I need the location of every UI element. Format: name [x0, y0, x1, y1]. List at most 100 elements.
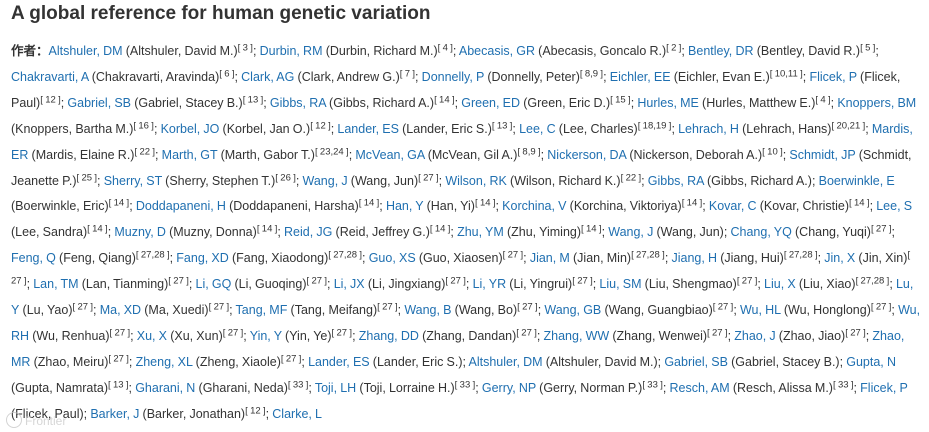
- affiliation-ref[interactable]: [ 27 ]: [208, 301, 230, 313]
- author-link[interactable]: Sherry, ST: [103, 173, 162, 188]
- affiliation-ref[interactable]: [ 27,28 ]: [631, 249, 665, 261]
- author-link[interactable]: Reid, JG: [284, 225, 333, 240]
- author-link[interactable]: Li, JX: [333, 277, 365, 292]
- affiliation-ref[interactable]: [ 7 ]: [399, 68, 416, 80]
- affiliation-ref[interactable]: [ 2 ]: [666, 42, 682, 54]
- author-link[interactable]: Hurles, ME: [637, 95, 699, 110]
- affiliation-ref[interactable]: [ 14 ]: [434, 94, 455, 106]
- author-link[interactable]: Lan, TM: [33, 277, 79, 292]
- author-link[interactable]: Zhao, MR: [11, 328, 905, 369]
- author-link[interactable]: Fang, XD: [176, 251, 229, 266]
- affiliation-ref[interactable]: [ 12 ]: [310, 120, 331, 132]
- affiliation-ref[interactable]: [ 12 ]: [40, 94, 61, 106]
- author-link[interactable]: Wu, RH: [11, 303, 921, 343]
- author-link[interactable]: Li, GQ: [195, 277, 232, 292]
- affiliation-ref[interactable]: [ 14 ]: [429, 224, 451, 236]
- affiliation-ref[interactable]: [ 14 ]: [849, 198, 870, 210]
- author-link[interactable]: Kovar, C: [708, 199, 757, 214]
- author-link[interactable]: Jiang, H: [671, 251, 718, 266]
- affiliation-ref[interactable]: [ 27 ]: [418, 172, 439, 184]
- author-link[interactable]: Lander, ES: [308, 354, 370, 369]
- author-link[interactable]: Abecasis, GR: [458, 44, 535, 58]
- affiliation-ref[interactable]: [ 25 ]: [76, 172, 98, 184]
- affiliation-ref[interactable]: [ 15 ]: [610, 94, 631, 106]
- affiliation-ref[interactable]: [ 22 ]: [134, 146, 156, 158]
- author-link[interactable]: Boerwinkle, E: [818, 173, 895, 188]
- affiliation-ref[interactable]: [ 14 ]: [581, 224, 602, 236]
- author-link[interactable]: McVean, GA: [355, 147, 425, 162]
- affiliation-ref[interactable]: [ 27 ]: [222, 327, 244, 339]
- affiliation-ref[interactable]: [ 27,28 ]: [855, 275, 890, 287]
- author-link[interactable]: Gupta, N: [846, 354, 896, 369]
- author-link[interactable]: Wu, HL: [739, 303, 781, 318]
- author-link[interactable]: Wang, GB: [544, 303, 602, 318]
- author-link[interactable]: Guo, XS: [368, 251, 416, 266]
- author-link[interactable]: Li, YR: [472, 277, 507, 292]
- affiliation-ref[interactable]: [ 13 ]: [491, 120, 513, 132]
- author-link[interactable]: Durbin, RM: [259, 44, 323, 58]
- affiliation-ref[interactable]: [ 33 ]: [832, 379, 854, 391]
- author-link[interactable]: Zhang, DD: [358, 328, 419, 343]
- affiliation-ref[interactable]: [ 13 ]: [107, 379, 129, 391]
- author-link[interactable]: Resch, AM: [669, 380, 730, 395]
- affiliation-ref[interactable]: [ 4 ]: [815, 94, 831, 106]
- affiliation-ref[interactable]: [ 33 ]: [287, 379, 309, 391]
- author-link[interactable]: Gabriel, SB: [664, 354, 728, 369]
- author-link[interactable]: Gabriel, SB: [67, 95, 132, 110]
- author-link[interactable]: Wang, B: [404, 303, 452, 318]
- affiliation-ref[interactable]: [ 27 ]: [108, 353, 129, 365]
- author-link[interactable]: Knoppers, BM: [837, 95, 917, 110]
- affiliation-ref[interactable]: [ 4 ]: [437, 42, 453, 54]
- author-link[interactable]: Toji, LH: [314, 380, 357, 395]
- affiliation-ref[interactable]: [ 26 ]: [275, 172, 296, 184]
- affiliation-ref[interactable]: [ 33 ]: [642, 379, 663, 391]
- author-link[interactable]: Clarke, L: [272, 406, 322, 421]
- author-link[interactable]: Altshuler, DM: [468, 354, 543, 369]
- affiliation-ref[interactable]: [ 27 ]: [72, 301, 94, 313]
- affiliation-ref[interactable]: [ 8,9 ]: [579, 68, 604, 80]
- affiliation-ref[interactable]: [ 27 ]: [736, 275, 758, 287]
- author-link[interactable]: Ma, XD: [99, 303, 142, 318]
- affiliation-ref[interactable]: [ 33 ]: [454, 379, 476, 391]
- affiliation-ref[interactable]: [ 27 ]: [845, 327, 866, 339]
- author-link[interactable]: Clark, AG: [241, 69, 295, 84]
- author-link[interactable]: Liu, X: [764, 277, 796, 292]
- author-link[interactable]: Eichler, EE: [609, 69, 671, 84]
- affiliation-ref[interactable]: [ 27 ]: [502, 249, 524, 261]
- affiliation-ref[interactable]: [ 6 ]: [219, 68, 235, 80]
- author-link[interactable]: Gerry, NP: [481, 380, 536, 395]
- author-link[interactable]: Lander, ES: [337, 121, 399, 136]
- affiliation-ref[interactable]: [ 27 ]: [517, 301, 538, 313]
- author-link[interactable]: Gibbs, RA: [647, 173, 704, 188]
- author-link[interactable]: Wang, J: [608, 225, 654, 240]
- affiliation-ref[interactable]: [ 27 ]: [168, 275, 189, 287]
- author-link[interactable]: Marth, GT: [161, 147, 218, 162]
- author-link[interactable]: Flicek, P: [809, 69, 857, 84]
- author-link[interactable]: Korchina, V: [502, 199, 567, 214]
- affiliation-ref[interactable]: [ 14 ]: [474, 198, 496, 210]
- affiliation-ref[interactable]: [ 14 ]: [108, 198, 130, 210]
- affiliation-ref[interactable]: [ 27 ]: [377, 301, 398, 313]
- author-link[interactable]: Chang, YQ: [730, 225, 792, 240]
- author-link[interactable]: Korbel, JO: [160, 121, 220, 136]
- affiliation-ref[interactable]: [ 27 ]: [572, 275, 593, 287]
- affiliation-ref[interactable]: [ 10 ]: [762, 146, 783, 158]
- author-link[interactable]: Tang, MF: [235, 303, 288, 318]
- affiliation-ref[interactable]: [ 20,21 ]: [831, 120, 866, 132]
- author-link[interactable]: Lee, S: [876, 199, 913, 214]
- author-link[interactable]: Green, ED: [461, 95, 521, 110]
- affiliation-ref[interactable]: [ 23,24 ]: [314, 146, 349, 158]
- affiliation-ref[interactable]: [ 27 ]: [870, 301, 892, 313]
- author-link[interactable]: Han, Y: [385, 199, 424, 214]
- affiliation-ref[interactable]: [ 27,28 ]: [783, 249, 818, 261]
- author-link[interactable]: Barker, J: [90, 406, 140, 421]
- author-link[interactable]: Lehrach, H: [678, 121, 739, 136]
- author-link[interactable]: Liu, SM: [599, 277, 642, 292]
- affiliation-ref[interactable]: [ 14 ]: [87, 224, 108, 236]
- affiliation-ref[interactable]: [ 14 ]: [256, 224, 278, 236]
- author-link[interactable]: Zhang, WW: [543, 328, 610, 343]
- author-link[interactable]: Schmidt, JP: [789, 147, 856, 162]
- author-link[interactable]: Gibbs, RA: [269, 95, 326, 110]
- author-link[interactable]: Flicek, P: [860, 380, 908, 395]
- author-link[interactable]: Nickerson, DA: [547, 147, 627, 162]
